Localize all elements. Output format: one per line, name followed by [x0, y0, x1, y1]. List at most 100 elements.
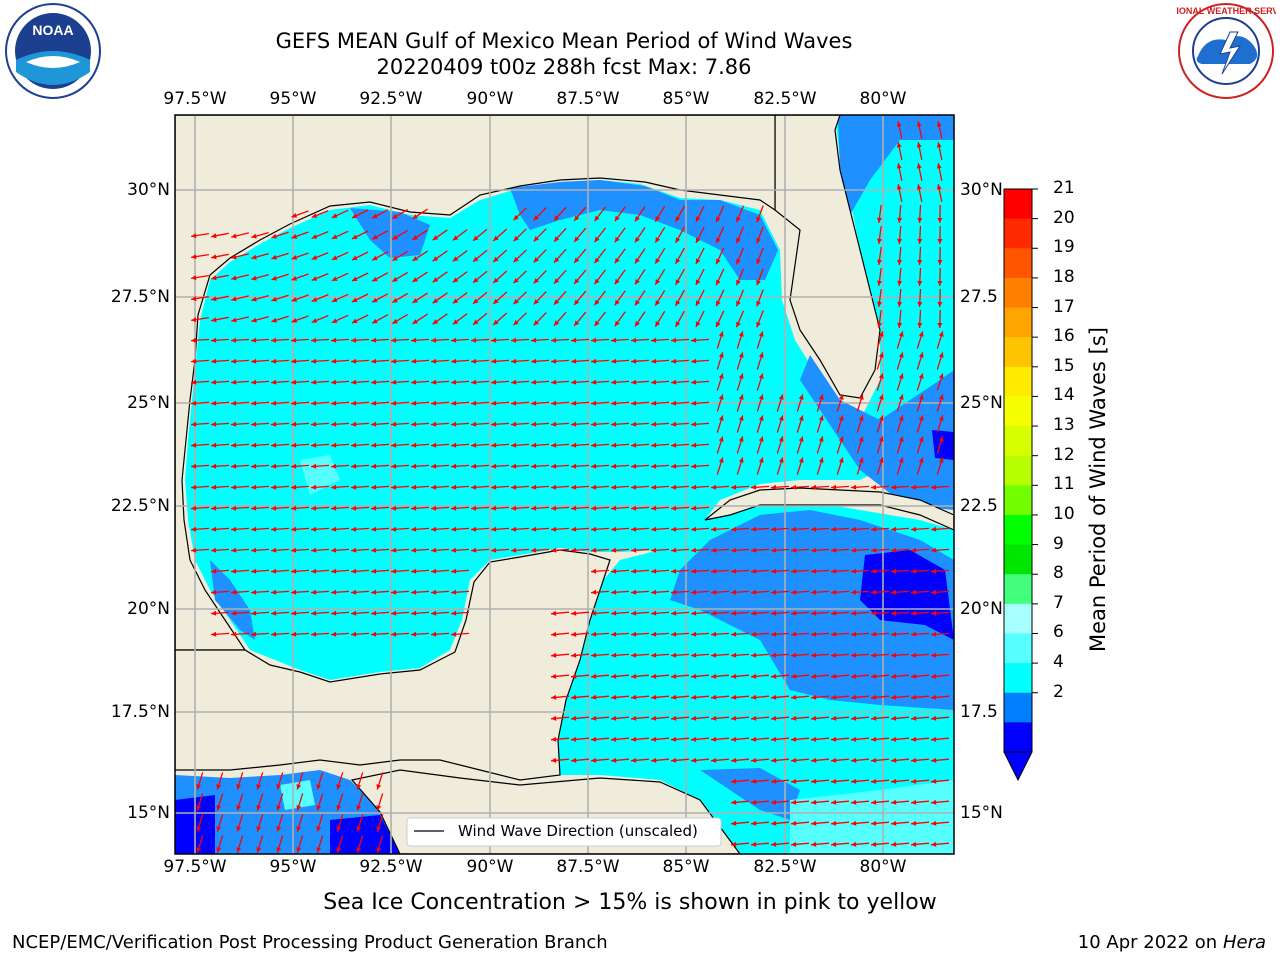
- wind-arrow-head: [594, 299, 600, 306]
- wind-arrow-head: [256, 784, 262, 790]
- wind-arrow-head: [231, 526, 237, 532]
- wind-arrow-head: [811, 526, 817, 532]
- wind-arrow-head: [191, 379, 197, 385]
- wind-arrow-head: [351, 400, 357, 406]
- wind-arrow-head: [891, 778, 897, 784]
- wind-arrow-head: [811, 610, 817, 616]
- wind-arrow-head: [891, 799, 897, 805]
- wind-arrow-head: [452, 298, 459, 304]
- wind-arrow-head: [675, 279, 681, 285]
- wind-arrow-head: [411, 421, 417, 427]
- wind-arrow-head: [691, 547, 697, 553]
- wind-arrow-head: [811, 652, 817, 658]
- wind-arrow-head: [531, 337, 537, 343]
- wind-arrow-head: [631, 358, 637, 364]
- wind-arrow-head: [631, 526, 637, 532]
- wind-arrow-head: [591, 715, 597, 721]
- wind-arrow-head: [611, 568, 617, 574]
- wind-arrow-head: [571, 526, 577, 532]
- colorbar-tick-label: 8: [1053, 563, 1064, 584]
- wind-arrow-head: [471, 484, 477, 490]
- wind-arrow-head: [877, 322, 882, 328]
- wind-arrow-head: [211, 275, 217, 281]
- wind-arrow-head: [918, 373, 924, 379]
- wind-arrow-head: [351, 631, 357, 637]
- wind-arrow-head: [291, 421, 297, 427]
- wind-arrow-head: [635, 237, 640, 243]
- wind-arrow-head: [351, 318, 358, 323]
- wind-arrow-head: [351, 337, 357, 343]
- wind-arrow-head: [571, 400, 577, 406]
- wind-arrow-head: [331, 610, 337, 616]
- wind-arrow-head: [216, 847, 222, 853]
- wind-arrow-head: [651, 610, 657, 616]
- wind-arrow-head: [898, 457, 904, 463]
- wind-arrow-head: [571, 631, 577, 637]
- wind-arrow-head: [898, 415, 904, 421]
- wind-arrow-head: [738, 394, 744, 400]
- wind-arrow-head: [631, 715, 637, 721]
- wind-arrow-head: [675, 237, 681, 243]
- wind-arrow-head: [851, 610, 857, 616]
- wind-arrow-head: [356, 805, 362, 811]
- wind-arrow-head: [271, 358, 277, 364]
- wind-arrow-head: [791, 694, 797, 700]
- wind-arrow-head: [931, 757, 937, 763]
- wind-arrow-head: [551, 694, 557, 700]
- wind-arrow-head: [831, 736, 837, 742]
- wind-arrow-head: [591, 442, 597, 448]
- wind-arrow-head: [251, 275, 257, 281]
- wind-arrow-head: [571, 715, 577, 721]
- wind-arrow-head: [911, 484, 917, 490]
- wind-arrow-head: [331, 463, 337, 469]
- wind-arrow-head: [411, 358, 417, 364]
- wind-arrow-head: [331, 276, 338, 281]
- wind-arrow-head: [531, 358, 537, 364]
- wind-arrow-head: [938, 394, 944, 400]
- wind-arrow-head: [191, 358, 197, 364]
- wind-arrow-head: [771, 757, 777, 763]
- wind-arrow-head: [451, 526, 457, 532]
- wind-arrow-head: [911, 778, 917, 784]
- wind-arrow-head: [371, 568, 377, 574]
- wind-arrow-head: [631, 736, 637, 742]
- wind-arrow-head: [251, 400, 257, 406]
- lon-label-top-1: 97.5°W: [163, 89, 227, 109]
- svg-text:NOAA: NOAA: [32, 22, 73, 38]
- wind-arrow-head: [611, 358, 617, 364]
- lat-label-right-7: 15°N: [960, 803, 1003, 823]
- wind-arrow-head: [891, 652, 897, 658]
- wind-arrow-head: [594, 320, 600, 327]
- wind-arrow-head: [372, 276, 378, 282]
- colorbar-tick-label: 11: [1053, 474, 1075, 495]
- wind-arrow-head: [271, 568, 277, 574]
- wind-arrow-head: [671, 442, 677, 448]
- wind-arrow-head: [911, 715, 917, 721]
- wind-arrow-head: [878, 394, 884, 400]
- wind-arrow-head: [631, 379, 637, 385]
- wind-arrow-head: [756, 237, 761, 244]
- wind-arrow-head: [351, 547, 357, 553]
- wind-arrow-head: [351, 610, 357, 616]
- wind-arrow-head: [251, 568, 257, 574]
- wind-arrow-head: [271, 484, 277, 490]
- wind-arrow-head: [471, 505, 477, 511]
- wind-arrow-head: [236, 826, 242, 832]
- wind-arrow-head: [336, 784, 342, 790]
- wind-arrow-head: [336, 826, 342, 832]
- wind-arrow-head: [191, 526, 197, 532]
- wind-arrow-head: [897, 301, 903, 307]
- wind-arrow-head: [671, 652, 677, 658]
- wind-direction-arrows: [190, 121, 950, 853]
- wind-arrow-head: [571, 484, 577, 490]
- colorbar-band: [1004, 277, 1032, 309]
- wind-arrow-head: [751, 841, 757, 847]
- wind-arrow-head: [811, 694, 817, 700]
- wind-arrow-head: [531, 547, 537, 553]
- wind-arrow-head: [731, 841, 737, 847]
- wind-arrow-head: [818, 457, 824, 463]
- wind-arrow-head: [591, 484, 597, 490]
- wind-arrow-head: [738, 436, 744, 442]
- wind-arrow-head: [372, 318, 378, 324]
- wind-arrow-head: [571, 610, 577, 616]
